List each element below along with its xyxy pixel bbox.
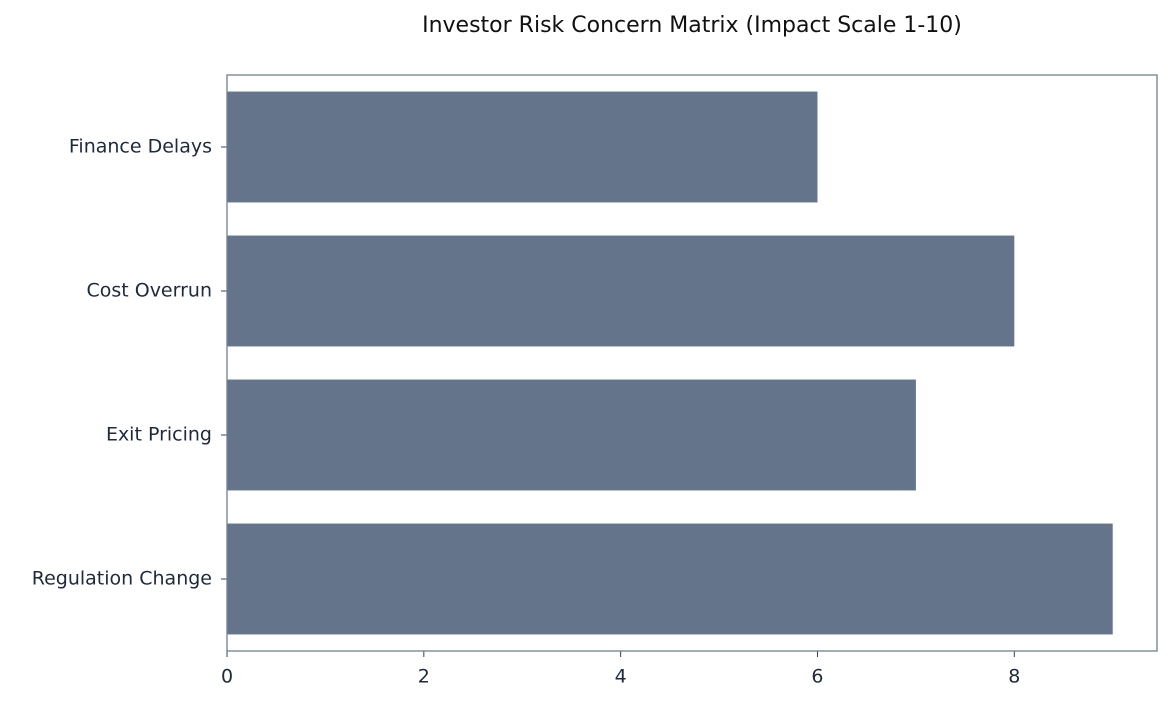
x-tick-label: 8 xyxy=(1008,666,1020,688)
x-tick-label: 4 xyxy=(615,666,627,688)
bar xyxy=(227,379,916,491)
x-tick-label: 2 xyxy=(418,666,430,688)
chart-title: Investor Risk Concern Matrix (Impact Sca… xyxy=(422,13,962,38)
bar xyxy=(227,91,818,203)
y-tick-label: Exit Pricing xyxy=(106,424,212,446)
bar xyxy=(227,523,1113,635)
plot-frame xyxy=(226,74,1158,652)
y-tick-label: Regulation Change xyxy=(32,568,212,590)
y-tick-label: Finance Delays xyxy=(69,136,212,158)
bar xyxy=(227,235,1015,347)
x-tick-label: 6 xyxy=(811,666,823,688)
y-tick-label: Cost Overrun xyxy=(86,280,212,302)
x-tick-label: 0 xyxy=(221,666,233,688)
